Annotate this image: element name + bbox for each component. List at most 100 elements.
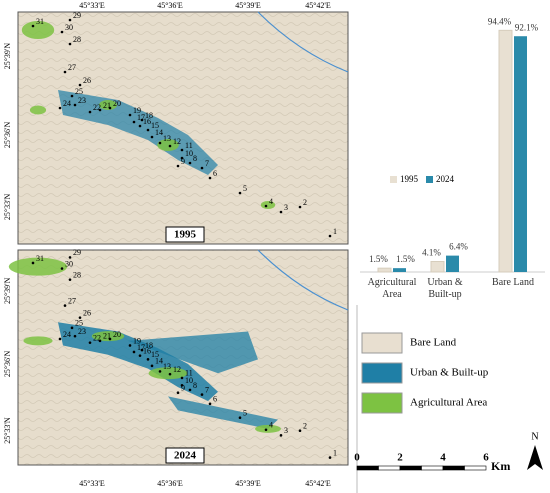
bar [430, 261, 445, 273]
point-label: 16 [143, 117, 151, 126]
point-label: 28 [73, 35, 81, 44]
value-label: 94.4% [488, 16, 512, 26]
point [140, 348, 144, 352]
scale-segment [399, 465, 422, 471]
point [264, 428, 268, 432]
value-label: 4.1% [422, 248, 441, 258]
point [128, 113, 132, 117]
point-label: 27 [68, 296, 76, 305]
point [279, 210, 283, 214]
point-label: 20 [113, 330, 121, 339]
year-box [165, 447, 205, 464]
point-label: 25 [75, 87, 83, 96]
agricultural-patch [255, 424, 281, 433]
point [188, 161, 192, 165]
point-label: 12 [173, 365, 181, 374]
point-label: 22 [93, 334, 101, 343]
point-label: 5 [243, 184, 247, 193]
agricultural-patch [23, 336, 53, 346]
point-label: 6 [213, 395, 217, 404]
point-label: 2 [303, 422, 307, 431]
point-label: 13 [163, 362, 171, 371]
category-label: Bare Land [492, 277, 534, 288]
value-label: 1.5% [369, 254, 388, 264]
point-label: 17 [137, 113, 145, 122]
point [68, 278, 72, 281]
point-label: 5 [243, 409, 247, 418]
point [208, 402, 212, 406]
point-label: 4 [269, 421, 273, 430]
point-label: 21 [103, 101, 111, 110]
point [200, 166, 204, 170]
point [98, 339, 102, 343]
point-label: 14 [155, 128, 163, 137]
scale-segment [464, 465, 487, 471]
point-label: 15 [151, 350, 159, 359]
point-label: 25 [75, 319, 83, 328]
point [188, 388, 192, 392]
point-label: 30 [65, 23, 73, 32]
point-label: 28 [73, 270, 81, 279]
lat-label: 25°36'N [3, 351, 12, 378]
point-label: 29 [73, 248, 81, 257]
point-label: 17 [137, 343, 145, 352]
map-background [17, 11, 349, 245]
point [31, 24, 35, 28]
point-label: 3 [284, 426, 288, 435]
point-label: 31 [36, 17, 44, 26]
point [73, 334, 77, 338]
north-label: N [531, 431, 538, 442]
bar [393, 268, 406, 272]
point-label: 1 [333, 227, 337, 236]
point [98, 108, 102, 112]
point [73, 103, 77, 107]
bar [514, 36, 527, 272]
north-arrow [527, 445, 543, 470]
point [146, 128, 150, 132]
point-label: 3 [284, 203, 288, 212]
point [63, 304, 67, 307]
scale-segment [442, 465, 465, 471]
point-label: 26 [83, 76, 91, 85]
point-label: 18 [145, 341, 153, 350]
year-label: 2024 [174, 450, 197, 462]
urban-area [58, 322, 218, 402]
point-label: 23 [78, 327, 86, 336]
legend-label: Bare Land [410, 337, 457, 349]
point-label: 8 [193, 154, 197, 163]
point [140, 118, 144, 122]
road [257, 11, 349, 73]
legend-swatch [361, 392, 403, 414]
point [200, 393, 204, 396]
point [68, 42, 72, 46]
point [158, 141, 162, 145]
point-label: 7 [205, 385, 209, 394]
point-label: 12 [173, 137, 181, 146]
point-label: 13 [163, 134, 171, 143]
point-label: 10 [185, 376, 193, 385]
scale-tick: 4 [440, 452, 446, 464]
bar [498, 29, 513, 273]
point [108, 337, 112, 341]
lon-label-bottom: 45°39'E [235, 479, 261, 488]
point [158, 370, 162, 373]
point-label: 24 [63, 99, 71, 108]
point [176, 391, 180, 395]
legend-swatch [361, 332, 403, 354]
point [176, 164, 180, 168]
bar [446, 255, 459, 272]
agricultural-patch [148, 367, 188, 380]
scale-segment [421, 465, 444, 471]
point [68, 256, 72, 259]
point [208, 176, 212, 180]
legend-label: Urban & Built-up [410, 367, 489, 379]
point-label: 24 [63, 330, 71, 339]
point [78, 83, 82, 87]
point-label: 7 [205, 159, 209, 168]
point-label: 29 [73, 11, 81, 20]
legend-label: 2024 [436, 174, 455, 184]
lon-label-bottom: 45°36'E [157, 479, 183, 488]
point [63, 70, 67, 74]
